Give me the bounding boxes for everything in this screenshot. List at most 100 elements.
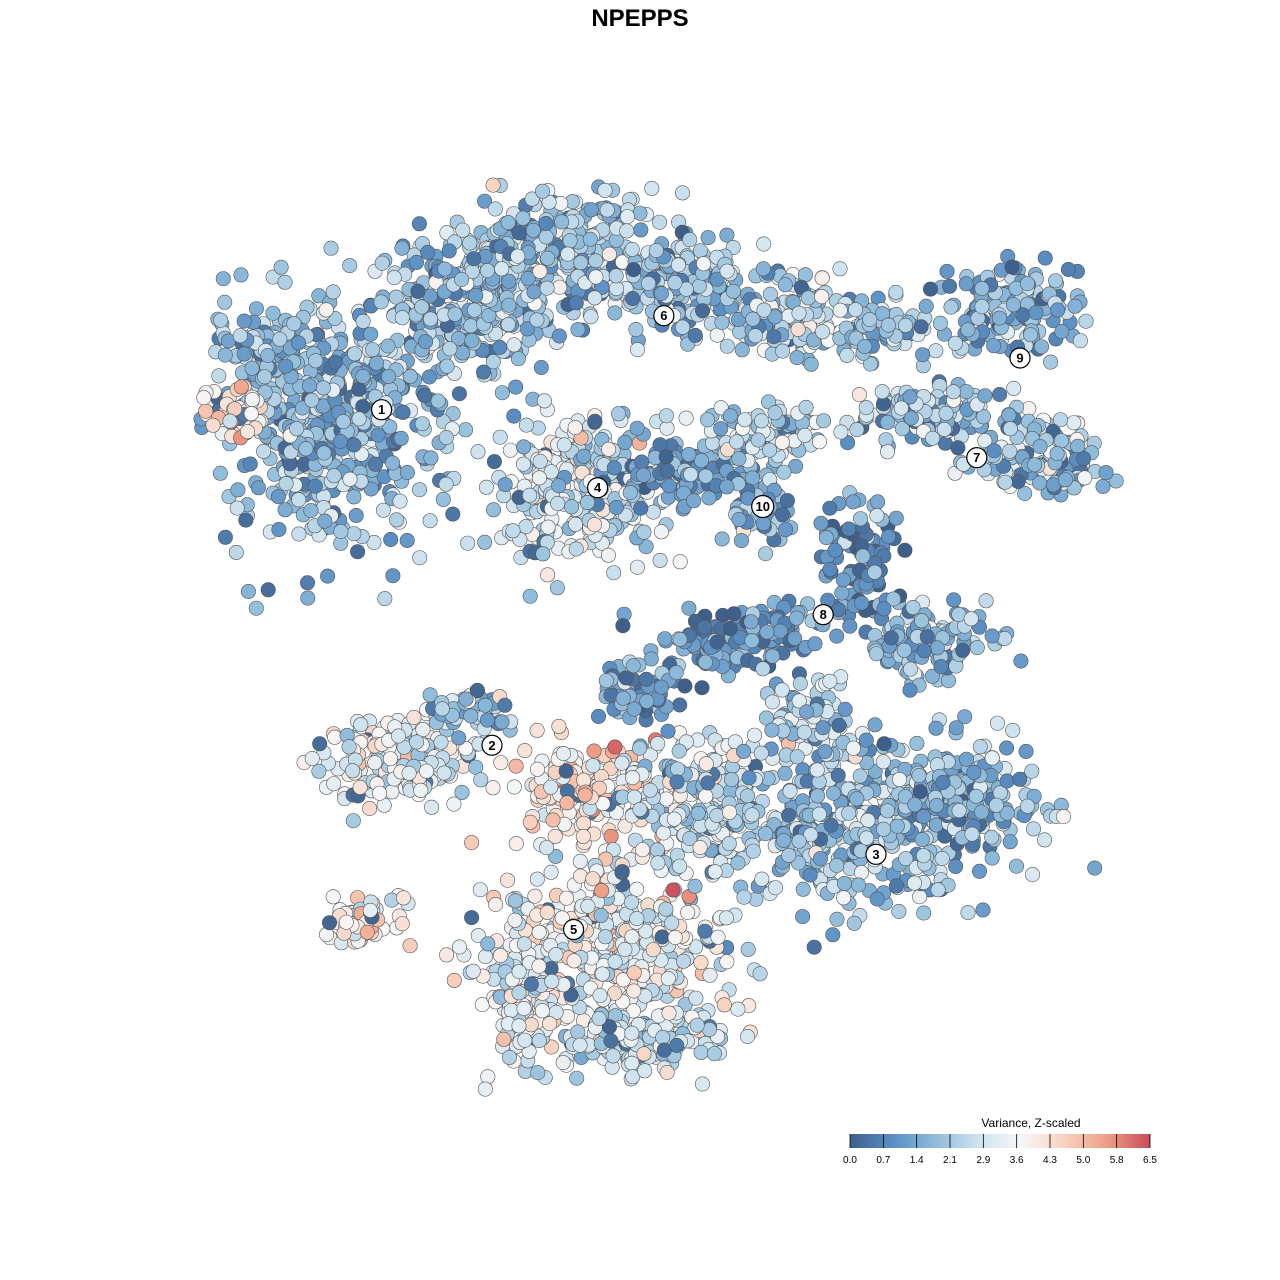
cell-point xyxy=(434,701,450,717)
cell-point xyxy=(803,356,819,372)
cell-point xyxy=(960,322,976,338)
cell-point xyxy=(614,864,630,880)
cell-point xyxy=(582,231,598,247)
cell-point xyxy=(891,903,907,919)
cell-point xyxy=(299,575,315,591)
cell-point xyxy=(515,456,531,472)
cell-point xyxy=(629,559,645,575)
cell-point xyxy=(756,302,772,318)
cell-point xyxy=(731,451,747,467)
cell-point xyxy=(667,929,683,945)
cell-point xyxy=(1025,867,1041,883)
cell-point xyxy=(466,302,482,318)
cell-point xyxy=(325,284,341,300)
cell-point xyxy=(614,755,630,771)
cell-point xyxy=(888,510,904,526)
cell-point xyxy=(702,967,718,983)
cell-point xyxy=(196,390,212,406)
cell-point xyxy=(667,275,683,291)
cell-point xyxy=(658,449,674,465)
cell-point xyxy=(529,722,545,738)
cell-point xyxy=(462,235,478,251)
cell-point xyxy=(597,182,613,198)
cell-point xyxy=(767,880,783,896)
cell-point xyxy=(977,388,993,404)
cell-point xyxy=(437,261,453,277)
cell-point xyxy=(567,420,583,436)
cell-point xyxy=(593,907,609,923)
cell-point xyxy=(531,924,547,940)
cell-point xyxy=(583,202,599,218)
cell-point xyxy=(373,294,389,310)
cell-point xyxy=(511,225,527,241)
cell-point xyxy=(576,815,592,831)
cell-point xyxy=(233,379,249,395)
cell-point xyxy=(487,201,503,217)
cell-point xyxy=(767,309,783,325)
cell-point xyxy=(880,317,896,333)
cell-point xyxy=(762,286,778,302)
cell-point xyxy=(1095,478,1111,494)
cell-point xyxy=(737,412,753,428)
cell-point xyxy=(348,507,364,523)
cell-point xyxy=(570,322,586,338)
cell-point xyxy=(238,512,254,528)
cell-point xyxy=(1019,798,1035,814)
cell-point xyxy=(816,413,832,429)
cell-point xyxy=(475,364,491,380)
cell-point xyxy=(599,202,615,218)
cell-point xyxy=(381,368,397,384)
cell-point xyxy=(798,399,814,415)
cell-point xyxy=(394,916,410,932)
cell-point xyxy=(672,858,688,874)
cell-point xyxy=(813,515,829,531)
cell-point xyxy=(1087,860,1103,876)
cell-point xyxy=(782,783,798,799)
cell-point xyxy=(222,413,238,429)
cell-point xyxy=(937,435,953,451)
cell-point xyxy=(698,756,714,772)
cell-point xyxy=(1050,302,1066,318)
cell-point xyxy=(386,270,402,286)
cell-point xyxy=(989,715,1005,731)
cell-point xyxy=(814,270,830,286)
cell-point xyxy=(707,864,723,880)
cell-point xyxy=(587,290,603,306)
cell-point xyxy=(236,346,252,362)
cell-point xyxy=(382,419,398,435)
cell-point xyxy=(933,659,949,675)
cell-point xyxy=(347,346,363,362)
cell-point xyxy=(688,990,704,1006)
cell-point xyxy=(743,614,759,630)
cell-point xyxy=(657,631,673,647)
cell-point xyxy=(912,889,928,905)
cell-point xyxy=(735,743,751,759)
cell-point xyxy=(374,255,390,271)
cell-point xyxy=(729,434,745,450)
cell-point xyxy=(549,580,565,596)
cell-point xyxy=(653,285,669,301)
cell-point xyxy=(414,299,430,315)
cell-point xyxy=(955,642,971,658)
cell-point xyxy=(506,337,522,353)
cell-point xyxy=(666,811,682,827)
cell-point xyxy=(363,481,379,497)
cell-point xyxy=(464,835,480,851)
cell-point xyxy=(732,324,748,340)
cell-point xyxy=(984,750,1000,766)
cell-point xyxy=(696,256,712,272)
cell-point xyxy=(265,305,281,321)
cell-point xyxy=(529,761,545,777)
cell-point xyxy=(719,263,735,279)
cell-point xyxy=(332,433,348,449)
cell-point xyxy=(540,250,556,266)
cell-point xyxy=(746,727,762,743)
cell-point xyxy=(229,500,245,516)
cell-point xyxy=(433,734,449,750)
cell-point xyxy=(603,828,619,844)
cell-point xyxy=(634,842,650,858)
cell-point xyxy=(1010,473,1026,489)
cell-point xyxy=(323,240,339,256)
cell-point xyxy=(936,421,952,437)
cell-point xyxy=(372,785,388,801)
